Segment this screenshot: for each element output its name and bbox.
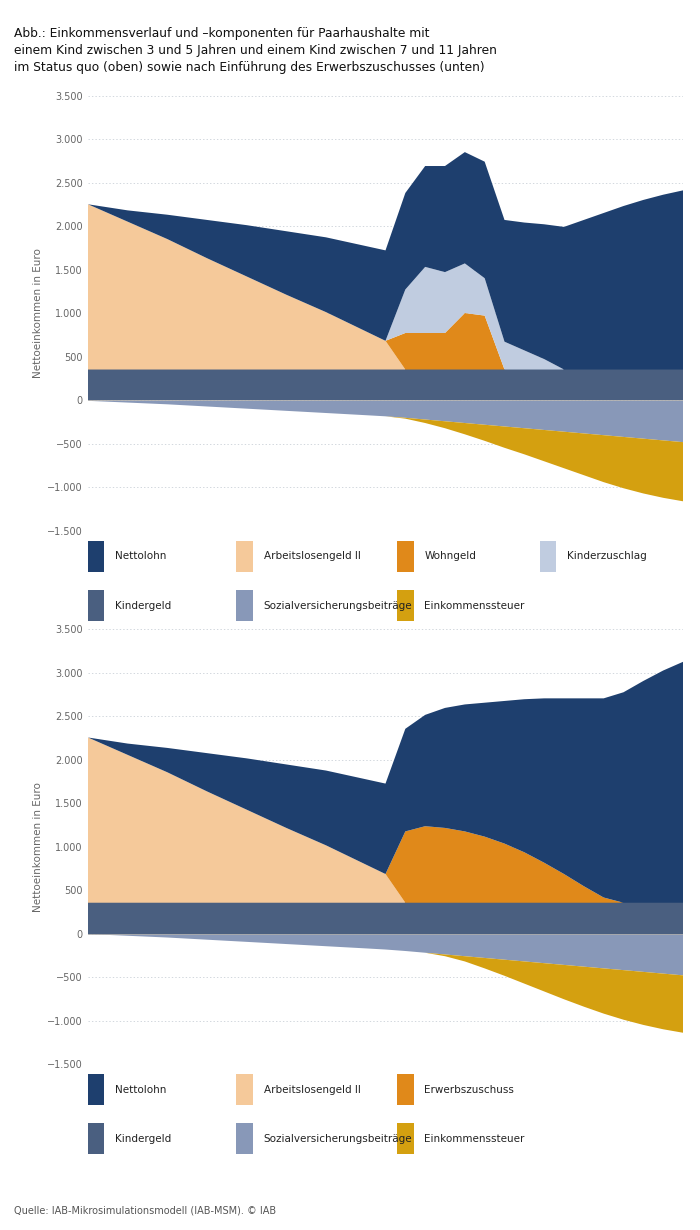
Text: Abb.: Einkommensverlauf und –komponenten für Paarhaushalte mit
einem Kind zwisch: Abb.: Einkommensverlauf und –komponenten… <box>14 27 497 74</box>
Text: Einkommenssteuer: Einkommenssteuer <box>424 600 524 610</box>
Bar <box>88 541 104 572</box>
Bar <box>88 590 104 621</box>
Text: Sozialversicherungsbeiträge: Sozialversicherungsbeiträge <box>264 600 412 610</box>
Bar <box>88 1074 104 1106</box>
Y-axis label: Nettoeinkommen in Euro: Nettoeinkommen in Euro <box>33 248 43 379</box>
Text: Nettolohn: Nettolohn <box>115 551 166 561</box>
Y-axis label: Nettoeinkommen in Euro: Nettoeinkommen in Euro <box>33 781 43 911</box>
Text: Sozialversicherungsbeiträge: Sozialversicherungsbeiträge <box>264 1134 412 1144</box>
Text: Arbeitslosengeld II: Arbeitslosengeld II <box>264 1085 360 1095</box>
X-axis label: Bruttolohn in Euro: Bruttolohn in Euro <box>337 547 433 557</box>
Bar <box>540 541 557 572</box>
Bar <box>237 1074 253 1106</box>
Text: Kinderzuschlag: Kinderzuschlag <box>567 551 647 561</box>
Bar <box>397 541 414 572</box>
Text: Nettolohn: Nettolohn <box>115 1085 166 1095</box>
Text: Wohngeld: Wohngeld <box>424 551 476 561</box>
Text: Kindergeld: Kindergeld <box>115 600 171 610</box>
Bar <box>397 590 414 621</box>
Bar <box>237 1123 253 1155</box>
Bar <box>88 1123 104 1155</box>
Bar <box>237 590 253 621</box>
Text: Quelle: IAB-Mikrosimulationsmodell (IAB-MSM). © IAB: Quelle: IAB-Mikrosimulationsmodell (IAB-… <box>14 1205 276 1215</box>
Text: Erwerbszuschuss: Erwerbszuschuss <box>424 1085 514 1095</box>
Bar <box>237 541 253 572</box>
X-axis label: Bruttolohn in Euro: Bruttolohn in Euro <box>337 1080 433 1090</box>
Text: Kindergeld: Kindergeld <box>115 1134 171 1144</box>
Text: Arbeitslosengeld II: Arbeitslosengeld II <box>264 551 360 561</box>
Bar <box>397 1123 414 1155</box>
Bar <box>397 1074 414 1106</box>
Text: Einkommenssteuer: Einkommenssteuer <box>424 1134 524 1144</box>
